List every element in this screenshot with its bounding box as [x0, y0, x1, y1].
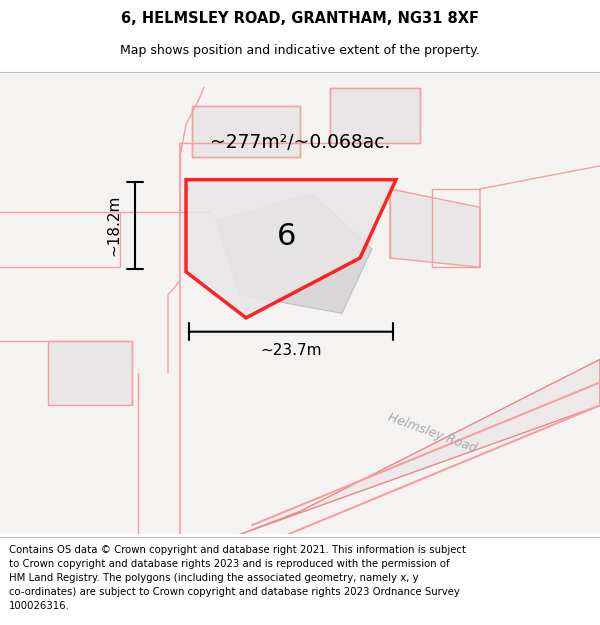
Text: 6: 6	[277, 222, 296, 251]
Text: 6, HELMSLEY ROAD, GRANTHAM, NG31 8XF: 6, HELMSLEY ROAD, GRANTHAM, NG31 8XF	[121, 11, 479, 26]
Polygon shape	[330, 88, 420, 143]
Text: Contains OS data © Crown copyright and database right 2021. This information is : Contains OS data © Crown copyright and d…	[9, 545, 466, 611]
Polygon shape	[186, 180, 396, 318]
Polygon shape	[192, 106, 300, 157]
Polygon shape	[240, 359, 600, 534]
Polygon shape	[216, 194, 372, 313]
Polygon shape	[390, 189, 480, 268]
Polygon shape	[48, 341, 132, 406]
Text: Map shows position and indicative extent of the property.: Map shows position and indicative extent…	[120, 44, 480, 57]
Text: Helmsley Road: Helmsley Road	[386, 411, 478, 455]
Text: ~23.7m: ~23.7m	[260, 342, 322, 357]
Text: ~18.2m: ~18.2m	[107, 195, 121, 256]
Text: ~277m²/~0.068ac.: ~277m²/~0.068ac.	[210, 133, 390, 152]
